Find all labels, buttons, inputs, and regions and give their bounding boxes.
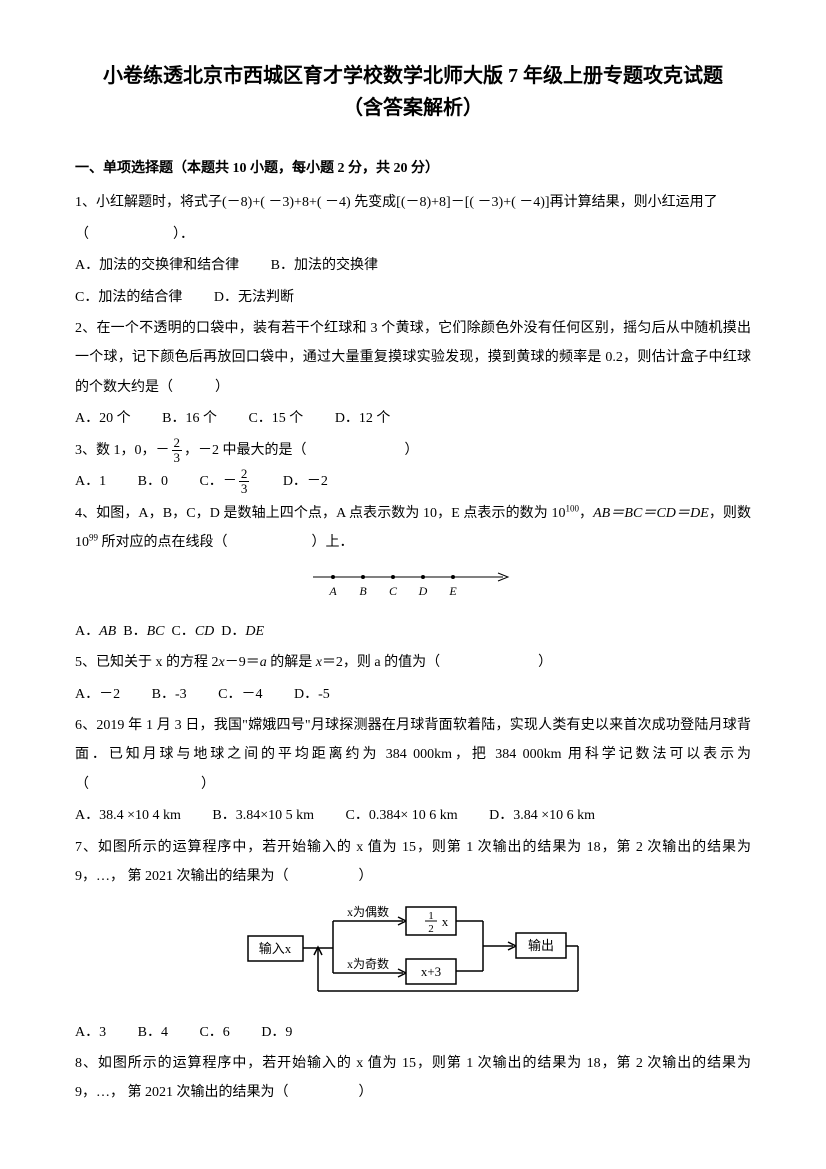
q3-opt-b: B．0	[138, 467, 168, 496]
svg-text:1: 1	[428, 910, 434, 922]
q6-options: A．38.4 ×10 4 km B．3.84×10 5 km C．0.384× …	[75, 801, 751, 830]
q1-text: 1、小红解题时，将式子(－8)+( －3)+8+( －4) 先变成[(－8)+8…	[75, 195, 718, 210]
q1-opt-c: C．加法的结合律	[75, 283, 182, 312]
q3-opt-a: A．1	[75, 467, 106, 496]
q3-mid: ，－2 中最大的是（ ）	[184, 443, 419, 458]
svg-text:E: E	[448, 584, 457, 598]
q2-opt-d: D．12 个	[335, 404, 391, 433]
q7-opt-c: C．6	[199, 1018, 229, 1047]
q1-opt-a: A．加法的交换律和结合律	[75, 251, 239, 280]
svg-text:C: C	[389, 584, 398, 598]
q1-options-row1: A．加法的交换律和结合律 B．加法的交换律	[75, 251, 751, 280]
q1-opt-d: D．无法判断	[214, 283, 294, 312]
q5-options: A．－2 B．-3 C．－4 D．-5	[75, 680, 751, 709]
question-7: 7、如图所示的运算程序中，若开始输入的 x 值为 15，则第 1 次输出的结果为…	[75, 833, 751, 892]
svg-text:输入x: 输入x	[259, 941, 292, 956]
q4-number-line: A B C D E	[75, 565, 751, 608]
q3-opt-c: C．－23	[199, 467, 251, 497]
q7-opt-a: A．3	[75, 1018, 106, 1047]
q2-opt-a: A．20 个	[75, 404, 131, 433]
q1-blank: （ ）．	[75, 220, 751, 249]
q5-opt-d: D．-5	[294, 680, 330, 709]
q7-options: A．3 B．4 C．6 D．9	[75, 1018, 751, 1047]
q5-opt-b: B．-3	[152, 680, 187, 709]
q6-opt-a: A．38.4 ×10 4 km	[75, 801, 181, 830]
q4-opt-c: C．CD	[171, 624, 214, 639]
title-line-2: （含答案解析）	[343, 97, 483, 119]
question-4: 4、如图，A，B，C，D 是数轴上四个点，A 点表示数为 10，E 点表示的数为…	[75, 499, 751, 558]
number-line-svg: A B C D E	[303, 565, 523, 599]
q5-opt-c: C．－4	[218, 680, 262, 709]
document-title: 小卷练透北京市西城区育才学校数学北师大版 7 年级上册专题攻克试题 （含答案解析…	[75, 60, 751, 124]
question-6: 6、2019 年 1 月 3 日，我国"嫦娥四号"月球探测器在月球背面软着陆，实…	[75, 711, 751, 799]
q2-options: A．20 个 B．16 个 C．15 个 D．12 个	[75, 404, 751, 433]
q6-opt-c: C．0.384× 10 6 km	[346, 801, 458, 830]
svg-text:x+3: x+3	[421, 964, 441, 979]
svg-text:x为偶数: x为偶数	[347, 904, 389, 919]
q2-opt-b: B．16 个	[162, 404, 217, 433]
q3-fraction: 23	[172, 436, 183, 466]
section-1-header: 一、单项选择题（本题共 10 小题，每小题 2 分，共 20 分）	[75, 154, 751, 183]
title-line-1: 小卷练透北京市西城区育才学校数学北师大版 7 年级上册专题攻克试题	[103, 65, 723, 87]
svg-text:2: 2	[428, 923, 434, 935]
question-1: 1、小红解题时，将式子(－8)+( －3)+8+( －4) 先变成[(－8)+8…	[75, 188, 751, 217]
q3-opt-d: D．－2	[283, 467, 328, 496]
question-5: 5、已知关于 x 的方程 2x－9＝a 的解是 x＝2，则 a 的值为（ ）	[75, 648, 751, 677]
flowchart-svg: 输入x x为偶数 x为奇数 1 2 x x+3 输出	[228, 901, 598, 996]
svg-text:D: D	[418, 584, 428, 598]
q6-opt-b: B．3.84×10 5 km	[212, 801, 314, 830]
svg-text:输出: 输出	[528, 938, 554, 953]
q1-opt-b: B．加法的交换律	[271, 251, 378, 280]
question-2: 2、在一个不透明的口袋中，装有若干个红球和 3 个黄球，它们除颜色外没有任何区别…	[75, 314, 751, 402]
q7-opt-d: D．9	[261, 1018, 292, 1047]
q6-opt-d: D．3.84 ×10 6 km	[489, 801, 595, 830]
svg-text:A: A	[328, 584, 337, 598]
q3-pre: 3、数 1，0，	[75, 443, 156, 458]
q7-opt-b: B．4	[138, 1018, 168, 1047]
q5-opt-a: A．－2	[75, 680, 120, 709]
svg-text:x: x	[442, 914, 449, 929]
q2-opt-c: C．15 个	[248, 404, 303, 433]
svg-text:B: B	[359, 584, 367, 598]
question-3: 3、数 1，0，－23，－2 中最大的是（ ）	[75, 436, 751, 466]
q3-options: A．1 B．0 C．－23 D．－2	[75, 467, 751, 497]
q5-text: 5、已知关于 x 的方程 2x－9＝a 的解是 x＝2，则 a 的值为（ ）	[75, 655, 552, 670]
q4-opt-d: D．DE	[221, 624, 264, 639]
q4-opt-a: A．AB	[75, 624, 116, 639]
q4-text: 4、如图，A，B，C，D 是数轴上四个点，A 点表示数为 10，E 点表示的数为…	[75, 506, 751, 550]
q1-options-row2: C．加法的结合律 D．无法判断	[75, 283, 751, 312]
q4-opt-b: B．BC	[123, 624, 164, 639]
question-8: 8、如图所示的运算程序中，若开始输入的 x 值为 15，则第 1 次输出的结果为…	[75, 1049, 751, 1108]
svg-text:x为奇数: x为奇数	[347, 956, 389, 971]
q4-options: A．AB B．BC C．CD D．DE	[75, 617, 751, 646]
q7-flowchart: 输入x x为偶数 x为奇数 1 2 x x+3 输出	[75, 901, 751, 1007]
